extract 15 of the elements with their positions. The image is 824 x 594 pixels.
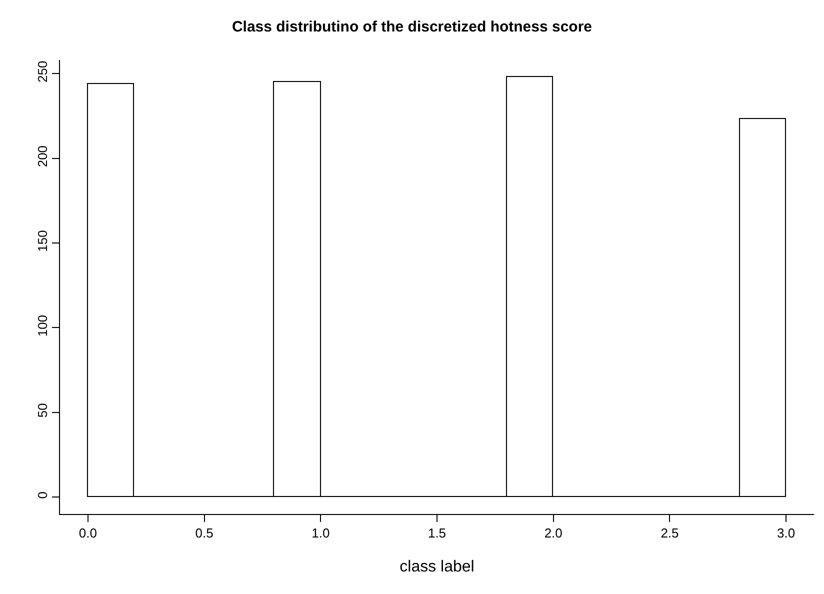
y-tick-label: 100 bbox=[34, 314, 50, 337]
x-tick-label: 2.5 bbox=[660, 526, 679, 541]
x-tick-label: 0.0 bbox=[78, 526, 97, 541]
x-tick-label: 1.0 bbox=[312, 526, 330, 541]
chart-title: Class distributino of the discretized hotness score bbox=[232, 18, 592, 36]
y-tick-label: 50 bbox=[34, 403, 50, 418]
x-axis-title: class label bbox=[400, 558, 474, 576]
y-tick-label: 250 bbox=[34, 60, 50, 82]
x-tick-label: 0.5 bbox=[195, 526, 214, 541]
y-tick-label: 0 bbox=[34, 491, 50, 499]
x-tick-label: 1.5 bbox=[428, 526, 446, 541]
y-tick-label: 200 bbox=[34, 145, 50, 168]
x-tick-label: 3.0 bbox=[777, 526, 796, 541]
y-tick-label: 150 bbox=[34, 230, 50, 252]
x-tick-label: 2.0 bbox=[544, 526, 562, 541]
